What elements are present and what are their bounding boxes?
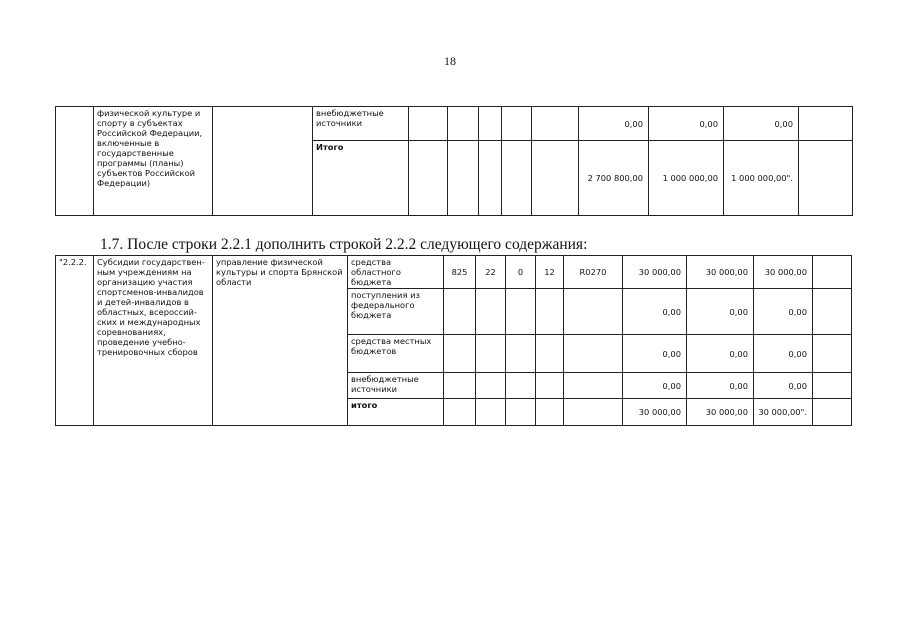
funding-source: средства местных бюджетов <box>347 334 444 373</box>
value-cell: 30 000,00 <box>686 255 754 289</box>
value-cell: 0,00 <box>753 334 813 373</box>
value-cell: 2 700 800,00 <box>578 140 649 216</box>
funding-source: внебюджетные источники <box>312 106 409 141</box>
table-row: итого 30 000,00 30 000,00 30 000,00". <box>56 398 852 426</box>
cs-code: 12 <box>535 255 564 289</box>
value-cell: 0,00 <box>622 334 687 373</box>
funding-source: Итого <box>312 140 409 216</box>
value-cell: 0,00 <box>686 288 754 335</box>
value-cell: 0,00 <box>723 106 799 141</box>
value-cell: 30 000,00 <box>622 398 687 426</box>
section-heading: 1.7. После строки 2.2.1 дополнить строко… <box>100 236 588 253</box>
value-cell: 0,00 <box>622 372 687 399</box>
funding-source: поступления из федерального бюджета <box>347 288 444 335</box>
value-cell: 1 000 000,00 <box>648 140 724 216</box>
value-cell: 30 000,00 <box>622 255 687 289</box>
table-row: поступления из федерального бюджета 0,00… <box>56 288 852 335</box>
page-number: 18 <box>444 54 456 68</box>
table-row: Итого 2 700 800,00 1 000 000,00 1 000 00… <box>56 140 853 216</box>
measure-description: физической культуре и спорту в субъектах… <box>93 106 213 216</box>
value-cell: 0,00 <box>578 106 649 141</box>
value-cell: 0,00 <box>648 106 724 141</box>
vr-code: R0270 <box>563 255 623 289</box>
value-cell: 0,00 <box>686 334 754 373</box>
table-row: физической культуре и спорту в субъектах… <box>55 106 853 216</box>
funding-source: итого <box>347 398 444 426</box>
value-cell: 30 000,00". <box>753 398 813 426</box>
funding-source: внебюджетные источники <box>347 372 444 399</box>
rz-code: 22 <box>475 255 506 289</box>
table-row: внебюджетные источники 0,00 0,00 0,00 <box>56 372 852 399</box>
row-number: "2.2.2. <box>55 255 94 426</box>
value-cell: 1 000 000,00". <box>723 140 799 216</box>
pr-code: 0 <box>505 255 536 289</box>
table-continuation: физической культуре и спорту в субъектах… <box>55 106 853 216</box>
table-new-row: "2.2.2. Субсидии государствен-ным учрежд… <box>55 255 852 426</box>
value-cell: 30 000,00 <box>753 255 813 289</box>
value-cell: 0,00 <box>622 288 687 335</box>
funding-source: средства областного бюджета <box>347 255 444 289</box>
executor: управление физической культуры и спорта … <box>212 255 348 426</box>
value-cell: 0,00 <box>753 372 813 399</box>
value-cell: 0,00 <box>686 372 754 399</box>
grbs-code: 825 <box>443 255 476 289</box>
value-cell: 0,00 <box>753 288 813 335</box>
table-row: средства местных бюджетов 0,00 0,00 0,00 <box>56 334 852 373</box>
table-row: "2.2.2. Субсидии государствен-ным учрежд… <box>55 255 852 426</box>
measure-description: Субсидии государствен-ным учреждениям на… <box>93 255 213 426</box>
value-cell: 30 000,00 <box>686 398 754 426</box>
